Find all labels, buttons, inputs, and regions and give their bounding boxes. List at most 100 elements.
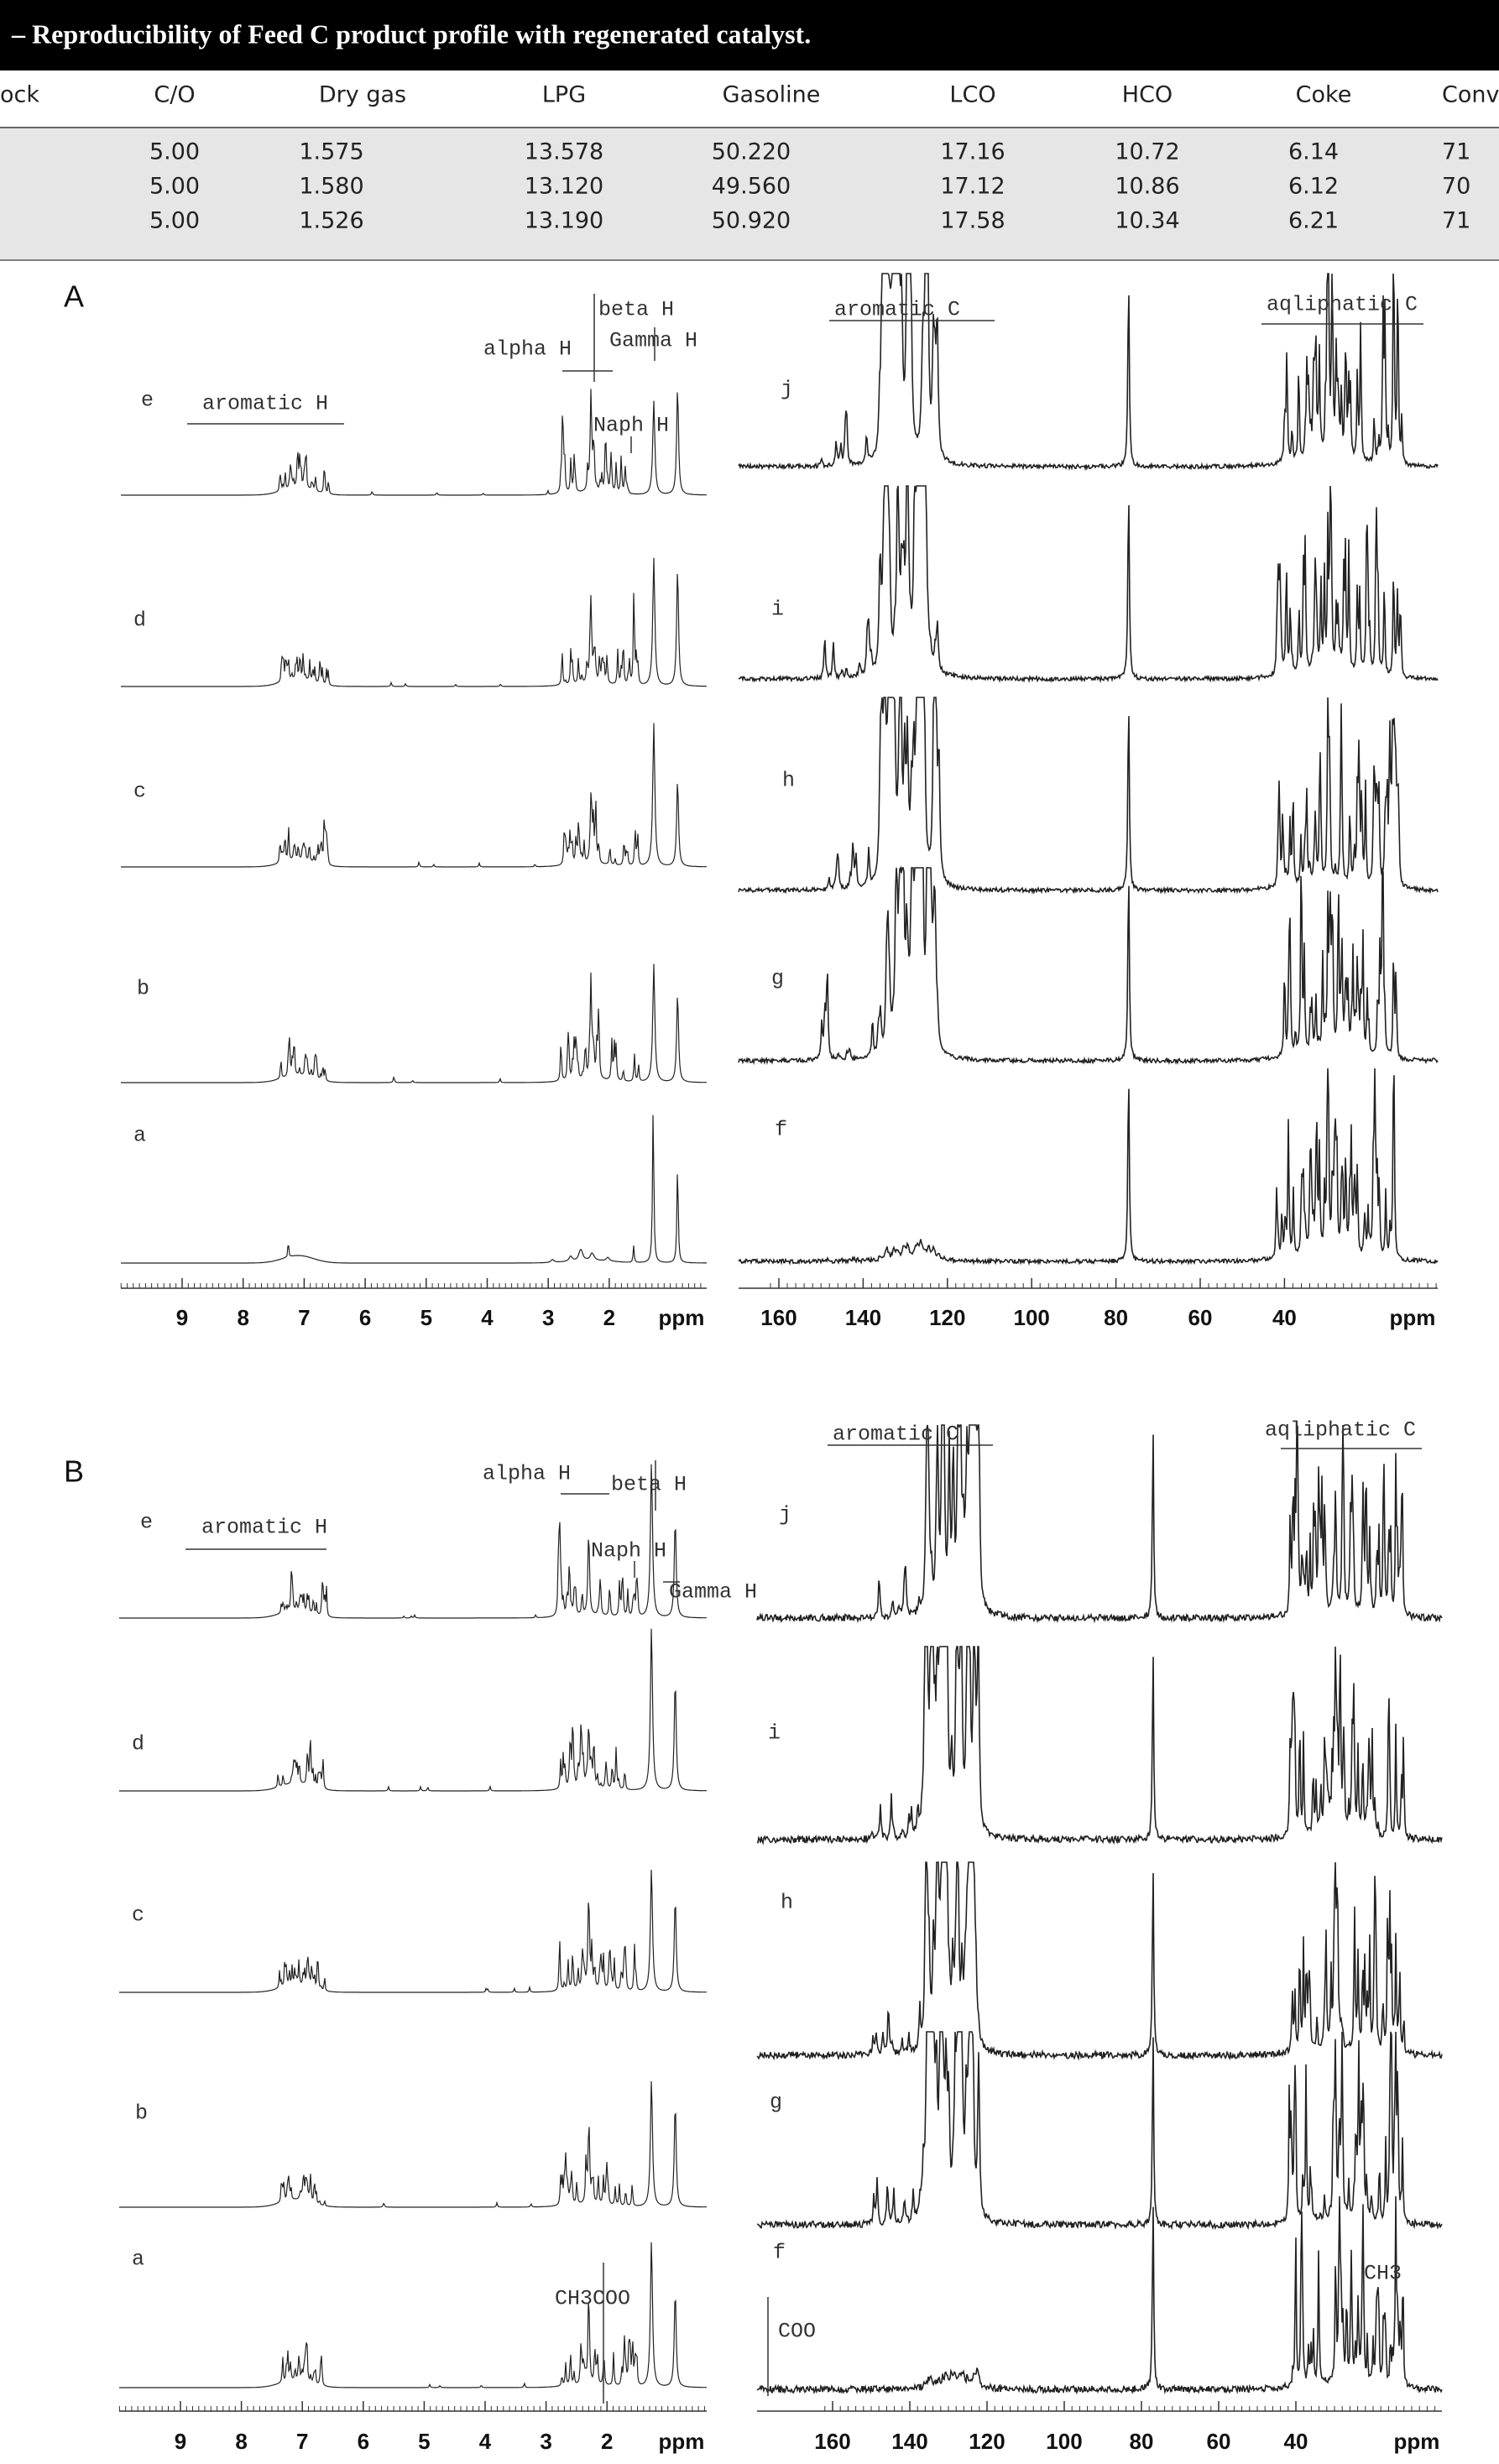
tick-label: 6 (359, 1305, 371, 1330)
spectrum-trace (756, 2195, 1443, 2395)
trace-label: g (770, 2091, 782, 2115)
table-cell: 71 (1442, 208, 1470, 234)
spectrum-trace (756, 2031, 1443, 2231)
tick-label: 9 (175, 2429, 186, 2454)
tick-label: 120 (969, 2429, 1005, 2454)
tick-label: 140 (891, 2429, 927, 2454)
trace-label: h (782, 769, 795, 793)
tick-label: 8 (237, 1305, 248, 1330)
caption-bar (0, 0, 1499, 70)
panel-label: B (64, 1454, 84, 1489)
spectrum-trace (119, 1628, 707, 1792)
spectrum-trace (738, 273, 1439, 472)
table-cell: 1.575 (299, 139, 363, 165)
tick-label: 8 (235, 2429, 247, 2454)
minor-ticks (118, 2406, 705, 2411)
tick-label: 7 (298, 1305, 310, 1330)
tick-label: 3 (540, 2429, 551, 2454)
tick-label: 60 (1188, 1305, 1213, 1330)
trace-label: j (779, 1503, 791, 1527)
axis-unit: ppm (1394, 2429, 1440, 2454)
table-cell: 13.120 (525, 174, 603, 200)
tick-label: 2 (603, 1305, 615, 1330)
trace-label: d (133, 608, 146, 633)
trace-label: f (773, 2241, 786, 2265)
spectrum-trace (121, 723, 707, 868)
minor-ticks (120, 1283, 702, 1288)
table-cell: 17.16 (940, 139, 1005, 165)
table-cell: 1.580 (299, 174, 363, 200)
spectrum-trace (756, 1861, 1443, 2061)
table-cell: 17.58 (940, 208, 1005, 234)
column-header: C/O (154, 82, 195, 108)
trace-label: f (775, 1118, 787, 1142)
trace-label: b (137, 977, 149, 1001)
spectrum-trace (738, 485, 1439, 684)
axis-unit: ppm (659, 2429, 705, 2454)
tick-label: 100 (1046, 2429, 1082, 2454)
annotation: beta H (598, 298, 674, 322)
spectrum-trace (738, 865, 1439, 1066)
tick-label: 160 (814, 2429, 850, 2454)
annotation: Naph H (593, 414, 669, 438)
tick-label: 2 (601, 2429, 613, 2454)
table-cell: 6.14 (1288, 139, 1339, 165)
trace-label: a (133, 1124, 146, 1148)
spectrum-trace (756, 1646, 1443, 1845)
annotation: COO (778, 2320, 816, 2344)
table-cell: 6.21 (1288, 208, 1339, 234)
axis-unit: ppm (1390, 1305, 1436, 1330)
table-cell: 50.220 (712, 139, 791, 165)
spectrum-trace (119, 2242, 707, 2388)
table-cell: 50.920 (712, 208, 791, 234)
table-cell: 5.00 (149, 139, 200, 165)
body-shade (0, 128, 1499, 259)
spectrum-trace (121, 963, 707, 1083)
annotation: Gamma H (669, 1580, 757, 1605)
column-header: LPG (542, 82, 586, 108)
table-cell: 5.00 (149, 208, 200, 234)
tick-label: 6 (358, 2429, 369, 2454)
table-cell: 70 (1442, 174, 1470, 200)
tick-label: 160 (760, 1305, 797, 1330)
trace-label: h (781, 1891, 793, 1915)
annotation: Naph H (591, 1539, 666, 1563)
annotation: aromatic H (202, 392, 328, 416)
table-cell: 5.00 (149, 174, 200, 200)
annotation: CH3 (1364, 2262, 1402, 2286)
table-cell: 49.560 (712, 174, 791, 200)
tick-label: 100 (1014, 1305, 1050, 1330)
trace-label: e (141, 389, 154, 413)
spectrum-trace (119, 1464, 707, 1619)
annotation: Gamma H (609, 329, 697, 353)
column-header: Coke (1296, 82, 1352, 108)
annotation: alpha H (483, 1462, 571, 1486)
table-cell: 10.72 (1115, 139, 1179, 165)
annotation: beta H (611, 1473, 687, 1497)
tick-label: 80 (1130, 2429, 1154, 2454)
column-header: Conv (1442, 82, 1499, 108)
trace-label: c (132, 1903, 144, 1928)
tick-label: 5 (420, 1305, 432, 1330)
trace-label: g (771, 967, 784, 991)
annotation: aromatic C (834, 298, 960, 322)
spectrum-trace (119, 1869, 708, 1993)
spectrum-trace (738, 697, 1439, 895)
trace-label: c (133, 780, 146, 804)
table-cell: 13.190 (525, 208, 603, 234)
annotation: aromatic C (833, 1423, 958, 1447)
table-cell: 13.578 (525, 139, 603, 165)
spectrum-trace (756, 1424, 1443, 1624)
annotation: CH3COO (555, 2287, 630, 2311)
panel-label: A (64, 279, 84, 314)
tick-label: 60 (1207, 2429, 1231, 2454)
column-header: Gasoline (723, 82, 821, 108)
tick-label: 40 (1284, 2429, 1308, 2454)
table-cell: 6.12 (1288, 174, 1339, 200)
tick-label: 5 (418, 2429, 430, 2454)
trace-label: b (135, 2101, 148, 2126)
column-header: HCO (1122, 82, 1173, 108)
tick-label: 9 (176, 1305, 188, 1330)
